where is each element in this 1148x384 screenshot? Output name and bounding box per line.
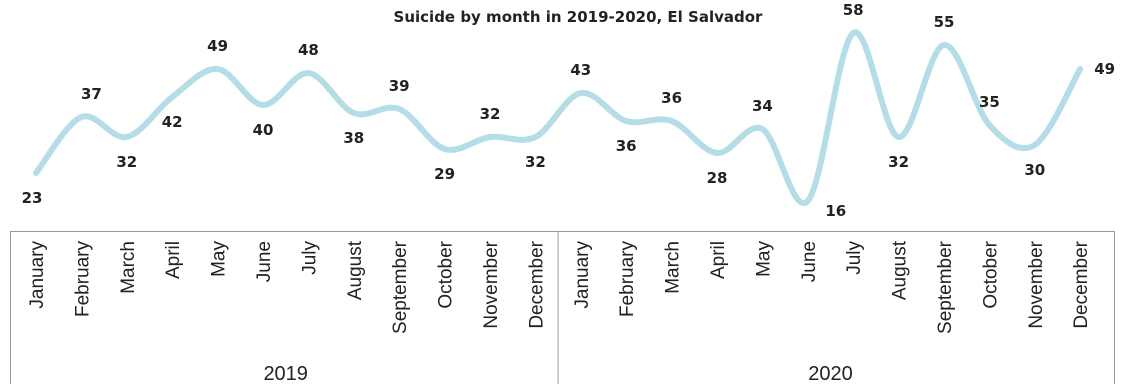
x-tick-label: October	[980, 240, 1001, 308]
x-tick-label: October	[436, 240, 457, 308]
data-label: 42	[162, 113, 183, 131]
data-label: 55	[934, 13, 955, 31]
x-tick-label: December	[526, 240, 547, 328]
x-tick-label: April	[163, 241, 184, 279]
x-tick-label: May	[753, 241, 774, 277]
x-tick-label: September	[390, 240, 411, 334]
x-tick-label: August	[890, 240, 911, 300]
x-tick-label: March	[663, 241, 684, 294]
data-label: 34	[752, 97, 773, 115]
data-label: 37	[81, 85, 102, 103]
data-labels: 23 37 32 42 49 40 48 38 39 29 32 32 43 36 36 28 34 16 58 32…	[22, 1, 1116, 220]
x-tick-label: December	[1071, 240, 1092, 328]
axis-frame-box	[10, 231, 1115, 384]
data-label: 39	[389, 77, 410, 95]
data-label: 49	[1094, 60, 1115, 78]
x-axis-frame	[10, 231, 1115, 384]
x-tick-label: November	[1026, 240, 1047, 328]
data-label: 35	[979, 93, 1000, 111]
x-tick-label: June	[254, 241, 275, 282]
data-label: 32	[888, 153, 909, 171]
data-label: 16	[825, 202, 846, 220]
data-label: 36	[661, 89, 682, 107]
x-tick-label: September	[935, 240, 956, 334]
x-tick-label: January	[27, 241, 48, 309]
data-label: 30	[1024, 161, 1045, 179]
x-tick-label: June	[799, 241, 820, 282]
x-tick-label: November	[481, 240, 502, 328]
data-label: 32	[525, 153, 546, 171]
x-tick-labels: January February March April May June July Augu…	[27, 240, 1092, 334]
data-label: 32	[116, 153, 137, 171]
x-tick-label: February	[617, 241, 638, 318]
x-tick-label: February	[72, 241, 93, 318]
data-label: 48	[298, 41, 319, 59]
x-tick-label: July	[299, 241, 320, 275]
data-label: 49	[207, 37, 228, 55]
data-label: 58	[843, 1, 864, 19]
data-label: 40	[253, 121, 274, 139]
data-label: 36	[616, 137, 637, 155]
data-label: 29	[434, 165, 455, 183]
series-line	[33, 29, 1084, 207]
data-label: 43	[570, 61, 591, 79]
year-label: 2019	[263, 363, 308, 384]
data-label: 23	[22, 189, 43, 207]
data-label: 38	[343, 129, 364, 147]
x-tick-label: May	[209, 241, 230, 277]
year-group-labels: 2019 2020	[263, 363, 852, 384]
x-tick-label: January	[572, 241, 593, 309]
x-tick-label: August	[345, 240, 366, 300]
x-tick-label: July	[844, 241, 865, 275]
data-label: 28	[707, 169, 728, 187]
data-label: 32	[480, 105, 501, 123]
chart-title: Suicide by month in 2019-2020, El Salvad…	[394, 8, 764, 26]
x-tick-label: April	[708, 241, 729, 279]
year-label: 2020	[808, 363, 853, 384]
x-tick-label: March	[118, 241, 139, 294]
